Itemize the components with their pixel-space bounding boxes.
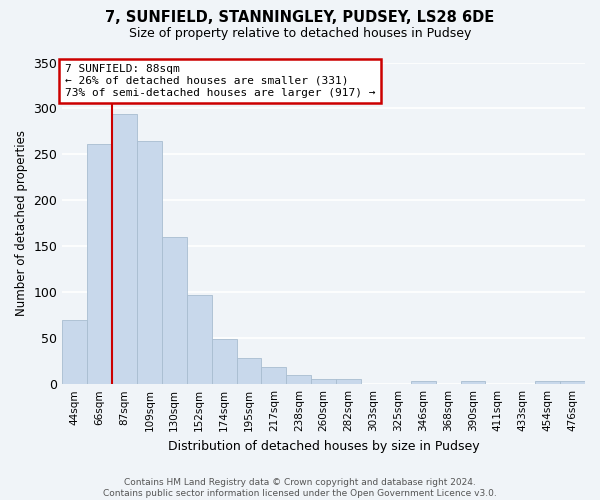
Bar <box>286 375 311 384</box>
Bar <box>535 382 560 384</box>
Bar <box>262 366 286 384</box>
Bar <box>162 237 187 384</box>
Text: Size of property relative to detached houses in Pudsey: Size of property relative to detached ho… <box>129 28 471 40</box>
Bar <box>187 295 212 384</box>
Bar <box>236 358 262 384</box>
Bar <box>112 114 137 384</box>
Bar <box>311 378 336 384</box>
Bar <box>461 382 485 384</box>
X-axis label: Distribution of detached houses by size in Pudsey: Distribution of detached houses by size … <box>168 440 479 452</box>
Bar <box>560 382 585 384</box>
Bar <box>411 382 436 384</box>
Text: 7 SUNFIELD: 88sqm
← 26% of detached houses are smaller (331)
73% of semi-detache: 7 SUNFIELD: 88sqm ← 26% of detached hous… <box>65 64 375 98</box>
Text: Contains HM Land Registry data © Crown copyright and database right 2024.
Contai: Contains HM Land Registry data © Crown c… <box>103 478 497 498</box>
Bar <box>87 144 112 384</box>
Y-axis label: Number of detached properties: Number of detached properties <box>15 130 28 316</box>
Bar <box>137 140 162 384</box>
Text: 7, SUNFIELD, STANNINGLEY, PUDSEY, LS28 6DE: 7, SUNFIELD, STANNINGLEY, PUDSEY, LS28 6… <box>106 10 494 25</box>
Bar <box>336 378 361 384</box>
Bar <box>212 339 236 384</box>
Bar <box>62 320 87 384</box>
